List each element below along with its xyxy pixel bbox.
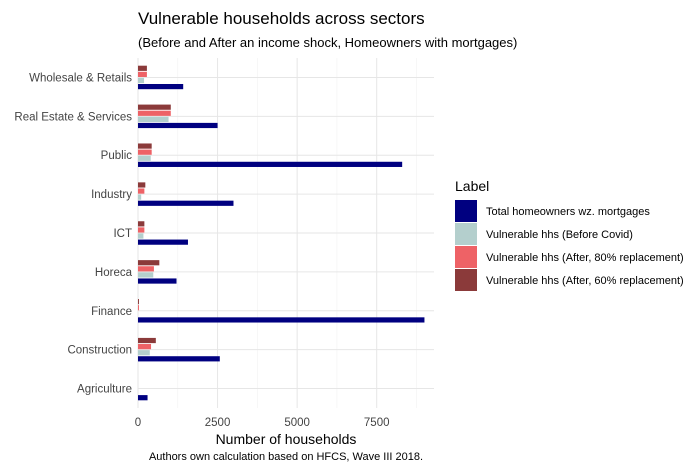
y-tick-label: Real Estate & Services: [14, 111, 132, 123]
legend-key: [455, 269, 477, 291]
x-tick-label: 0: [135, 417, 141, 429]
legend: Label Total homeowners wz. mortgages Vuln…: [455, 178, 684, 291]
bar-finance-series-1: [138, 317, 425, 323]
legend-key: [455, 200, 477, 222]
y-tick-label: Wholesale & Retails: [29, 72, 132, 84]
bar-ict-series-4: [138, 221, 145, 227]
bar-agriculture-series-1: [138, 395, 148, 401]
bar-construction-series-1: [138, 356, 220, 362]
gridlines: [137, 58, 434, 408]
bar-real-estate-services-series-1: [138, 122, 218, 129]
chart-subtitle: (Before and After an income shock, Homeo…: [138, 35, 517, 50]
bar-construction-series-3: [138, 344, 152, 350]
legend-label: Vulnerable hhs (Before Covid): [486, 229, 633, 241]
bar-industry-series-1: [138, 200, 234, 206]
bar-public-series-3: [138, 149, 152, 155]
bar-real-estate-services-series-2: [138, 116, 169, 122]
bar-public-series-2: [138, 155, 151, 161]
y-axis-tick-labels: Wholesale & Retails Real Estate & Service…: [14, 72, 132, 395]
x-tick-label: 5000: [284, 417, 310, 429]
bar-ict-series-1: [138, 239, 188, 245]
chart-title: Vulnerable households across sectors: [138, 9, 425, 28]
legend-label: Total homeowners wz. mortgages: [486, 206, 650, 218]
bar-construction-series-4: [138, 337, 156, 344]
bar-wholesale-retails-series-4: [138, 65, 147, 71]
bar-industry-series-4: [138, 182, 146, 188]
bar-ict-series-3: [138, 227, 145, 233]
legend-key: [455, 246, 477, 268]
y-tick-label: Industry: [91, 189, 132, 201]
bar-construction-series-2: [138, 350, 150, 356]
y-tick-label: ICT: [113, 228, 132, 240]
y-tick-label: Construction: [67, 345, 132, 357]
x-axis-tick-labels: 0 2500 5000 7500: [135, 417, 390, 429]
x-tick-label: 2500: [205, 417, 231, 429]
bar-public-series-4: [138, 143, 152, 149]
bars: [138, 65, 425, 401]
bar-horeca-series-2: [138, 272, 154, 278]
bar-industry-series-3: [138, 188, 145, 194]
legend-label: Vulnerable hhs (After, 60% replacement): [486, 275, 684, 287]
bar-wholesale-retails-series-2: [138, 77, 145, 84]
legend-label: Vulnerable hhs (After, 80% replacement): [486, 252, 684, 264]
y-tick-label: Agriculture: [77, 384, 132, 396]
x-axis-title: Number of households: [216, 431, 357, 447]
bar-real-estate-services-series-4: [138, 104, 171, 110]
bar-horeca-series-3: [138, 266, 154, 272]
y-tick-label: Finance: [91, 306, 132, 318]
bar-horeca-series-1: [138, 278, 177, 284]
legend-title: Label: [455, 178, 489, 194]
bar-wholesale-retails-series-3: [138, 71, 147, 77]
x-tick-label: 7500: [364, 417, 390, 429]
legend-key: [455, 223, 477, 245]
bar-public-series-1: [138, 161, 403, 167]
chart-caption: Authors own calculation based on HFCS, W…: [149, 451, 423, 463]
bar-real-estate-services-series-3: [138, 110, 171, 116]
bar-finance-series-4: [138, 299, 139, 305]
bar-horeca-series-4: [138, 260, 160, 266]
y-tick-label: Public: [101, 150, 133, 162]
bar-finance-series-3: [138, 305, 139, 311]
bar-industry-series-2: [138, 194, 142, 200]
y-tick-label: Horeca: [95, 267, 133, 279]
bar-wholesale-retails-series-1: [138, 83, 184, 90]
bar-ict-series-2: [138, 233, 144, 239]
